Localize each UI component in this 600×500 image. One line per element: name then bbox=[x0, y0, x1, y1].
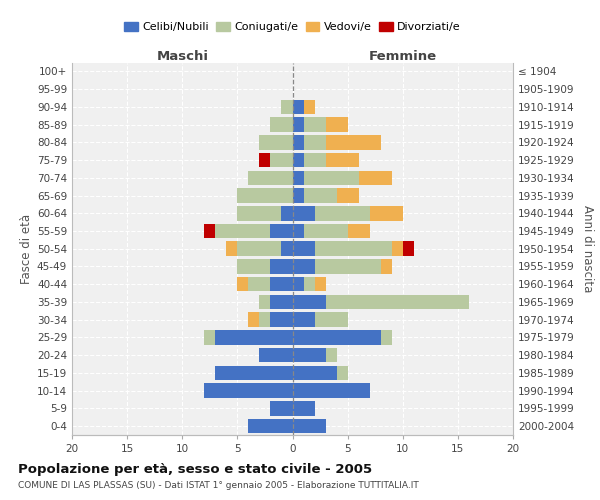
Text: Maschi: Maschi bbox=[156, 50, 208, 62]
Bar bbox=[381, 259, 392, 274]
Bar bbox=[238, 188, 293, 203]
Bar bbox=[293, 153, 304, 168]
Bar bbox=[293, 366, 337, 380]
Bar bbox=[293, 277, 304, 291]
Bar bbox=[293, 384, 370, 398]
Bar bbox=[293, 294, 326, 309]
Bar bbox=[314, 277, 326, 291]
Bar bbox=[314, 242, 392, 256]
Bar bbox=[259, 294, 271, 309]
Bar bbox=[381, 330, 392, 344]
Y-axis label: Fasce di età: Fasce di età bbox=[20, 214, 33, 284]
Bar bbox=[293, 170, 304, 185]
Bar bbox=[204, 224, 215, 238]
Bar bbox=[215, 366, 293, 380]
Bar bbox=[271, 259, 293, 274]
Text: COMUNE DI LAS PLASSAS (SU) - Dati ISTAT 1° gennaio 2005 - Elaborazione TUTTITALI: COMUNE DI LAS PLASSAS (SU) - Dati ISTAT … bbox=[18, 481, 419, 490]
Bar bbox=[304, 118, 326, 132]
Bar bbox=[314, 259, 381, 274]
Bar bbox=[271, 401, 293, 415]
Bar bbox=[281, 100, 293, 114]
Bar bbox=[304, 170, 359, 185]
Bar bbox=[271, 224, 293, 238]
Bar bbox=[226, 242, 238, 256]
Bar bbox=[392, 242, 403, 256]
Bar bbox=[304, 135, 326, 150]
Bar bbox=[259, 135, 293, 150]
Bar bbox=[304, 100, 314, 114]
Bar bbox=[314, 206, 370, 220]
Bar bbox=[326, 153, 359, 168]
Bar bbox=[370, 206, 403, 220]
Bar bbox=[204, 330, 215, 344]
Bar bbox=[281, 206, 293, 220]
Bar bbox=[337, 188, 359, 203]
Bar bbox=[293, 118, 304, 132]
Bar bbox=[259, 153, 271, 168]
Bar bbox=[248, 277, 271, 291]
Bar bbox=[271, 294, 293, 309]
Bar bbox=[304, 153, 326, 168]
Legend: Celibi/Nubili, Coniugati/e, Vedovi/e, Divorziati/e: Celibi/Nubili, Coniugati/e, Vedovi/e, Di… bbox=[122, 20, 463, 34]
Bar bbox=[248, 312, 259, 327]
Bar bbox=[271, 118, 293, 132]
Bar bbox=[293, 188, 304, 203]
Bar bbox=[347, 224, 370, 238]
Bar bbox=[293, 242, 314, 256]
Bar bbox=[293, 135, 304, 150]
Bar bbox=[293, 348, 326, 362]
Bar bbox=[304, 188, 337, 203]
Bar bbox=[314, 312, 347, 327]
Bar bbox=[326, 135, 381, 150]
Bar bbox=[326, 294, 469, 309]
Bar bbox=[293, 259, 314, 274]
Text: Popolazione per età, sesso e stato civile - 2005: Popolazione per età, sesso e stato civil… bbox=[18, 462, 372, 475]
Bar bbox=[326, 348, 337, 362]
Bar bbox=[293, 312, 314, 327]
Bar bbox=[293, 224, 304, 238]
Bar bbox=[326, 118, 347, 132]
Bar bbox=[248, 170, 293, 185]
Bar bbox=[359, 170, 392, 185]
Bar bbox=[304, 277, 314, 291]
Bar bbox=[215, 224, 271, 238]
Bar bbox=[204, 384, 293, 398]
Bar bbox=[403, 242, 414, 256]
Text: Femmine: Femmine bbox=[368, 50, 437, 62]
Bar bbox=[293, 100, 304, 114]
Bar bbox=[271, 312, 293, 327]
Y-axis label: Anni di nascita: Anni di nascita bbox=[581, 205, 594, 292]
Bar bbox=[293, 206, 314, 220]
Bar bbox=[259, 348, 293, 362]
Bar bbox=[215, 330, 293, 344]
Bar bbox=[238, 206, 281, 220]
Bar bbox=[271, 153, 293, 168]
Bar bbox=[337, 366, 347, 380]
Bar bbox=[238, 242, 281, 256]
Bar bbox=[293, 330, 381, 344]
Bar bbox=[259, 312, 271, 327]
Bar bbox=[304, 224, 347, 238]
Bar bbox=[248, 419, 293, 434]
Bar bbox=[281, 242, 293, 256]
Bar bbox=[238, 259, 271, 274]
Bar bbox=[293, 419, 326, 434]
Bar bbox=[238, 277, 248, 291]
Bar bbox=[293, 401, 314, 415]
Bar bbox=[271, 277, 293, 291]
